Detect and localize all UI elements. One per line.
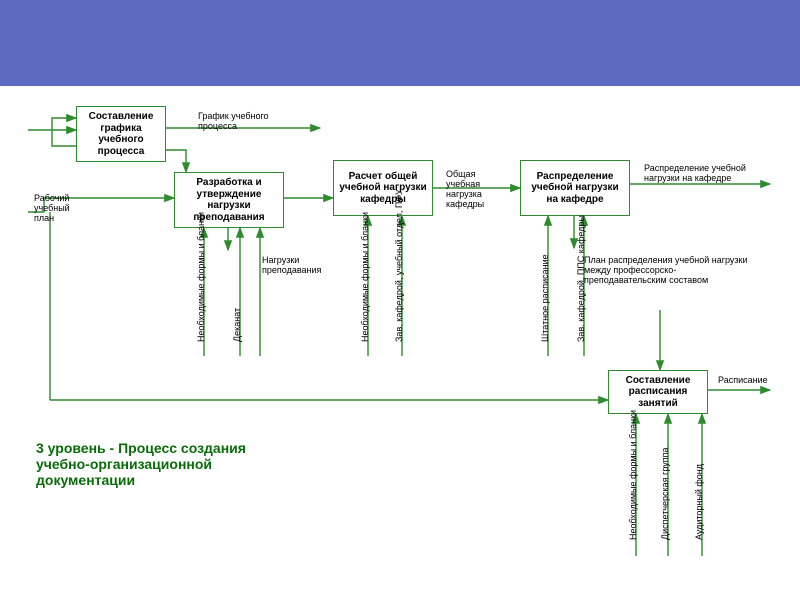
node-n5: Составление расписания занятий (608, 370, 708, 414)
diagram-title: 3 уровень - Процесс созданияучебно-орган… (36, 440, 246, 488)
edge-e_n1_n2 (166, 150, 186, 172)
node-label: Расчет общей учебной нагрузки кафедры (338, 171, 428, 206)
node-n4: Распределение учебной нагрузки на кафедр… (520, 160, 630, 216)
hlabel-l_np: Нагрузки преподавания (262, 256, 344, 276)
node-n1: Составление графика учебного процесса (76, 106, 166, 162)
title-line: 3 уровень - Процесс создания (36, 440, 246, 456)
vlabel-v_zav1: Зав. кафедрой, учебный отдел, ПФУ (394, 189, 404, 342)
node-label: Составление графика учебного процесса (81, 111, 161, 157)
hlabel-l_rup: Рабочий учебный план (34, 194, 90, 224)
flowchart-diagram: Составление графика учебного процесса Раз… (0, 0, 800, 600)
title-line: документации (36, 472, 246, 488)
edge-e_loop_n1a (52, 118, 76, 146)
vlabel-v_shr: Штатное расписание (540, 254, 550, 342)
vlabel-v_nfb3: Необходимые формы и бланки (628, 410, 638, 540)
vlabel-v_zav2: Зав. кафедрой, ППС кафедры (576, 215, 586, 342)
hlabel-l_plan: План распределения учебной нагрузки межд… (584, 256, 754, 286)
hlabel-l_runk: Распределение учебной нагрузки на кафедр… (644, 164, 754, 184)
vlabel-v_dek: Деканат (232, 308, 242, 342)
hlabel-l_gup: График учебного процесса (198, 112, 308, 132)
vlabel-v_nfb1: Необходимые формы и бланки (196, 212, 206, 342)
header-bar (0, 0, 800, 86)
node-n2: Разработка и утверждение нагрузки препод… (174, 172, 284, 228)
vlabel-v_disp: Диспетчерская группа (660, 448, 670, 540)
vlabel-v_aud: Аудиторный фонд (694, 464, 704, 540)
vlabel-v_nfb2: Необходимые формы и бланки (360, 212, 370, 342)
hlabel-l_rasp: Расписание (718, 376, 788, 386)
hlabel-l_oun: Общая учебная нагрузка кафедры (446, 170, 510, 210)
node-label: Составление расписания занятий (613, 375, 703, 410)
node-label: Разработка и утверждение нагрузки препод… (179, 177, 279, 223)
node-label: Распределение учебной нагрузки на кафедр… (525, 171, 625, 206)
title-line: учебно-организационной (36, 456, 246, 472)
node-n3: Расчет общей учебной нагрузки кафедры (333, 160, 433, 216)
